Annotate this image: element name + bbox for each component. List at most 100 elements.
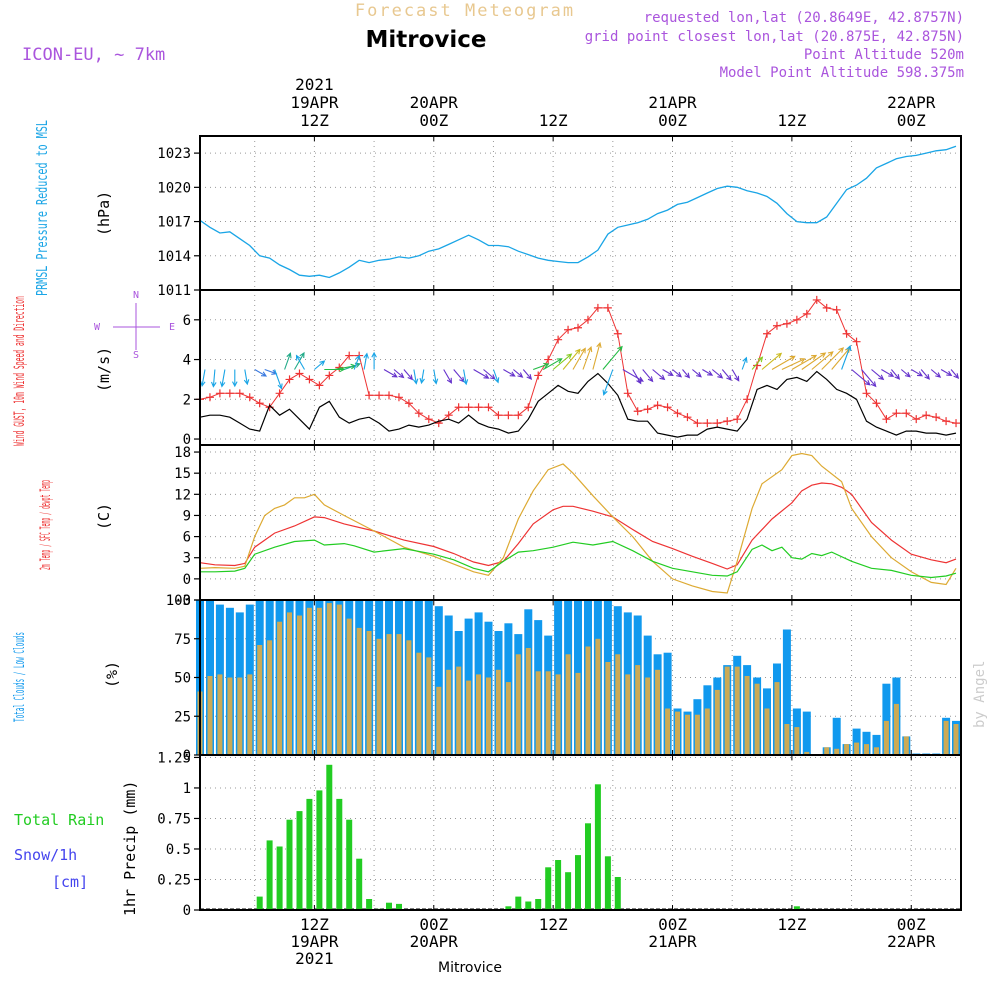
low-cloud-bar <box>764 708 770 755</box>
y-tick-label: 1 <box>183 781 191 797</box>
low-cloud-bar <box>734 666 740 755</box>
y-tick-label: 1011 <box>157 283 191 299</box>
low-cloud-bar <box>336 604 342 755</box>
wind-direction-arrow <box>383 369 398 378</box>
low-cloud-bar <box>227 677 233 755</box>
low-cloud-bar <box>595 638 601 756</box>
low-cloud-bar <box>694 714 700 755</box>
total-cloud-bar <box>872 734 881 755</box>
rain-bar <box>306 798 313 910</box>
pressure-line <box>199 145 957 279</box>
gust-marker <box>583 315 592 324</box>
footer-station: Mitrovice <box>438 960 502 976</box>
low-cloud-bar <box>625 674 631 755</box>
wind-direction-arrow <box>890 369 901 380</box>
top-time-label: 00Z <box>897 111 926 130</box>
y-tick-label: 3 <box>183 551 191 567</box>
rain-bar <box>366 899 373 910</box>
rain-bar <box>356 858 363 910</box>
low-cloud-bar <box>575 672 581 755</box>
y-tick-label: 6 <box>183 313 191 329</box>
gust-marker <box>603 303 612 312</box>
wind-direction-arrow <box>462 369 469 386</box>
low-cloud-bar <box>426 657 432 755</box>
bottom-time-label: 12Z <box>539 915 568 934</box>
low-cloud-bar <box>436 686 442 755</box>
rain-bar <box>396 903 402 910</box>
gust-marker <box>544 355 553 364</box>
wind-direction-arrow <box>314 360 326 370</box>
top-time-label: 21APR <box>648 93 697 112</box>
gust-marker <box>743 395 752 404</box>
gust-marker <box>723 417 732 426</box>
wind-direction-arrow <box>761 352 783 370</box>
gust-marker <box>902 409 911 418</box>
y-tick-label: 25 <box>174 709 191 725</box>
gust-marker <box>713 419 722 428</box>
wind-direction-arrow <box>662 369 674 377</box>
gust-marker <box>345 351 354 360</box>
gust-marker <box>832 305 841 314</box>
low-cloud-bar <box>585 646 591 755</box>
wind-direction-arrow <box>533 362 550 371</box>
wind-direction-arrow <box>353 354 361 370</box>
low-cloud-bar <box>386 634 392 755</box>
low-cloud-bar <box>874 747 879 756</box>
gust-marker <box>574 323 583 332</box>
y-tick-label: 50 <box>174 671 191 687</box>
rain-bar <box>515 896 522 910</box>
faint-title: Forecast Meteogram <box>355 1 575 21</box>
top-time-label: 00Z <box>419 111 448 130</box>
total-cloud-bar <box>832 717 841 755</box>
total-cloud-bar <box>882 683 891 755</box>
wind-direction-arrow <box>432 369 439 385</box>
wind-direction-arrow <box>950 369 960 380</box>
gust-marker <box>733 415 742 424</box>
gust-marker <box>434 419 443 428</box>
y-tick-label: -3 <box>174 593 191 609</box>
y-tick-label: 2 <box>183 392 191 408</box>
low-cloud-bar <box>396 634 402 755</box>
y-tick-label: 1014 <box>157 249 191 265</box>
wind-direction-arrow <box>632 369 642 385</box>
low-cloud-bar <box>893 703 899 755</box>
gust-marker <box>693 419 702 428</box>
clouds-unit: (%) <box>103 661 121 688</box>
y-tick-label: 0 <box>183 432 191 448</box>
low-cloud-bar <box>406 640 412 755</box>
gust-marker <box>514 411 523 420</box>
low-cloud-bar <box>456 666 462 755</box>
wind-direction-arrow <box>781 358 806 370</box>
total-cloud-bar <box>852 728 861 755</box>
rain-bar <box>266 840 273 910</box>
gust-marker <box>852 337 861 346</box>
station-title: Mitrovice <box>365 27 486 53</box>
rain-bar <box>535 899 542 910</box>
wind-direction-arrow <box>930 369 942 378</box>
wind-direction-arrow <box>940 369 953 377</box>
temp-2m-line <box>199 482 957 570</box>
low-cloud-bar <box>277 621 283 755</box>
low-cloud-bar <box>545 671 551 755</box>
wind-direction-arrow <box>393 369 405 379</box>
rain-bar <box>555 860 562 910</box>
wind-direction-arrow <box>582 345 593 370</box>
top-time-label: 22APR <box>887 93 936 112</box>
wind-direction-arrow <box>682 369 691 379</box>
gust-marker <box>952 419 961 428</box>
wind-direction-arrow <box>503 369 516 377</box>
low-cloud-bar <box>555 674 561 755</box>
wind-direction-arrow <box>702 369 714 376</box>
low-cloud-bar <box>724 666 730 755</box>
gust-marker <box>872 399 881 408</box>
gust-marker <box>772 321 781 330</box>
wind-direction-arrow <box>871 369 885 381</box>
bottom-time-label: 12Z <box>300 915 329 934</box>
low-cloud-bar <box>466 680 472 755</box>
y-tick-label: 6 <box>183 530 191 546</box>
wind-direction-arrow <box>881 369 895 377</box>
low-cloud-bar <box>306 607 312 756</box>
wind-direction-arrow <box>692 369 702 378</box>
model-altitude: Model Point Altitude 598.375m <box>720 65 964 81</box>
wind-direction-arrow <box>900 369 911 378</box>
